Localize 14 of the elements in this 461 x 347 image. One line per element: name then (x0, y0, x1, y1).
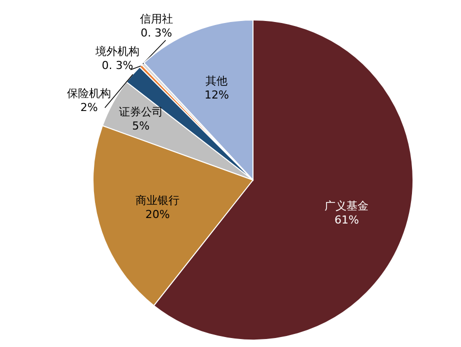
data-label: 20% (145, 208, 170, 222)
slice-label: 境外机构 (94, 44, 140, 58)
data-label: 0. 3% (140, 26, 172, 40)
slice-label: 其他 (206, 74, 228, 88)
data-label: 61% (334, 214, 359, 227)
slice-label: 证券公司 (118, 105, 163, 118)
data-label: 0. 3% (102, 58, 134, 72)
data-label: 5% (132, 119, 150, 132)
slice-label: 商业银行 (136, 194, 180, 208)
data-label: 12% (204, 88, 229, 102)
slice-label: 广义基金 (324, 200, 369, 213)
slice-label: 信用社 (140, 12, 173, 26)
data-label: 2% (80, 101, 98, 114)
slice-label: 保险机构 (67, 87, 112, 100)
